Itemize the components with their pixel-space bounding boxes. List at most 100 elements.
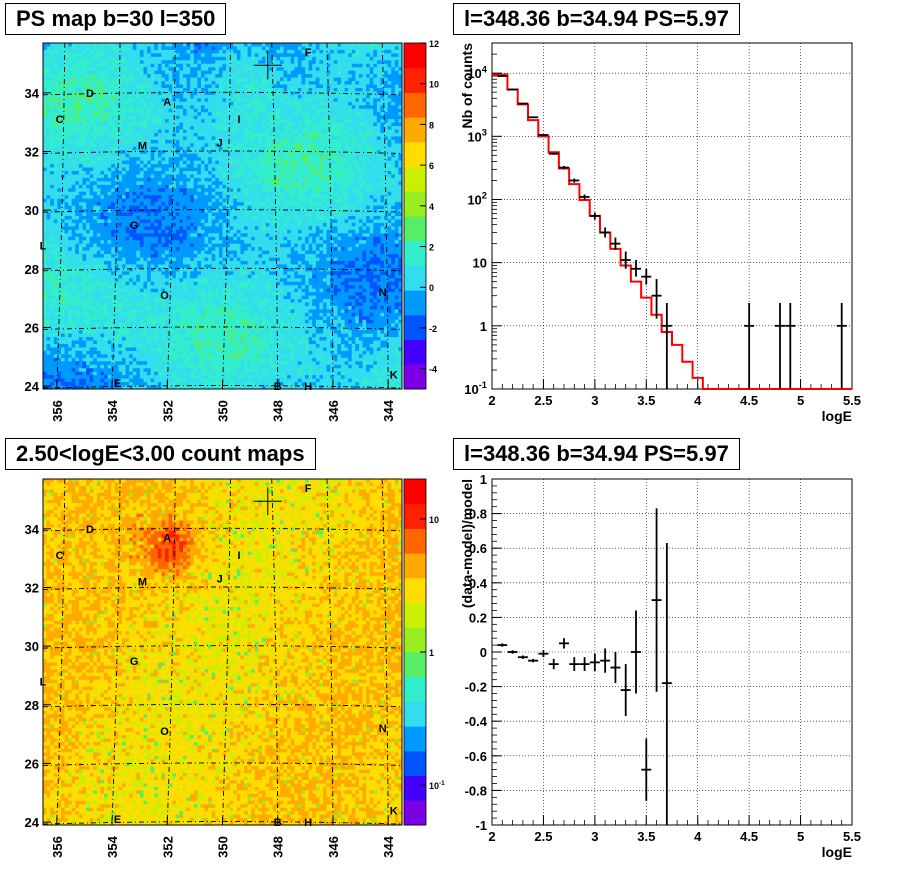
spectrum-data-point xyxy=(600,228,610,238)
ps-map-xtick-label: 344 xyxy=(381,399,396,421)
ps-colorbar-tick-label: 12 xyxy=(429,39,439,49)
residual-ytick-label: 0 xyxy=(480,645,487,660)
source-label-B: B xyxy=(274,381,282,393)
spectrum-data-point xyxy=(538,134,548,136)
source-label-F: F xyxy=(305,483,312,495)
residual-xlabel: logE xyxy=(822,844,852,860)
ps-colorbar-tick-label: 8 xyxy=(429,120,434,130)
count-colorbar-tick-label: 10-1 xyxy=(429,780,445,791)
spectrum-data-point xyxy=(569,178,579,182)
spectrum-data-point xyxy=(662,303,672,389)
source-label-M: M xyxy=(138,577,147,589)
ps-colorbar-band xyxy=(404,290,426,315)
source-label-L: L xyxy=(40,240,47,252)
residual-xtick-label: 4 xyxy=(694,829,702,844)
residual-data-point xyxy=(549,659,559,669)
ps-colorbar-tick-label: 0 xyxy=(429,283,434,293)
count-colorbar-band xyxy=(404,677,426,702)
source-label-H: H xyxy=(304,817,312,829)
source-label-K: K xyxy=(390,805,398,817)
count-colorbar-band xyxy=(404,776,426,801)
count-colorbar-band xyxy=(404,553,426,578)
source-label-H: H xyxy=(304,381,312,393)
count-map-xtick-label: 344 xyxy=(381,835,396,857)
spectrum-model-line xyxy=(492,75,852,389)
source-label-C: C xyxy=(56,114,64,126)
residual-data-point xyxy=(631,610,641,693)
residual-ytick-label: -1 xyxy=(475,818,487,833)
residual-data-point xyxy=(518,655,528,658)
ps-colorbar-band xyxy=(404,68,426,93)
count-map-ytick-label: 30 xyxy=(25,639,39,654)
count-map-xtick-label: 354 xyxy=(105,835,120,857)
ps-colorbar-band xyxy=(404,340,426,365)
count-colorbar-band xyxy=(404,652,426,677)
count-map-ytick-label: 26 xyxy=(25,756,39,771)
spectrum-xtick-label: 4.5 xyxy=(740,393,758,408)
spectrum-data-point xyxy=(497,76,507,77)
ps-map-ytick-label: 34 xyxy=(25,86,40,101)
ps-map-cells xyxy=(43,43,402,389)
source-label-N: N xyxy=(379,287,387,299)
spectrum-xtick-label: 5.5 xyxy=(843,393,861,408)
residual-xtick-label: 2.5 xyxy=(534,829,552,844)
count-map-xtick-label: 352 xyxy=(160,836,175,858)
ps-map-xtick-label: 348 xyxy=(271,400,286,422)
residual-data-point xyxy=(528,659,538,662)
source-label-O: O xyxy=(160,726,169,738)
spectrum-ytick-label: 10 xyxy=(473,256,487,271)
source-label-I: I xyxy=(238,114,241,126)
spectrum-ytick-label: 102 xyxy=(467,191,487,208)
spectrum-data-point xyxy=(549,153,559,155)
source-label-A: A xyxy=(163,97,171,109)
source-label-M: M xyxy=(138,141,147,153)
ps-map-ytick-label: 26 xyxy=(25,320,39,335)
residual-data-point xyxy=(508,650,518,653)
ps-map-xtick-label: 354 xyxy=(105,399,120,421)
source-label-D: D xyxy=(86,524,94,536)
source-label-C: C xyxy=(56,550,64,562)
residual-data-point xyxy=(559,638,569,648)
residual-ytick-label: 0.2 xyxy=(469,610,487,625)
residual-xtick-label: 4.5 xyxy=(740,829,758,844)
count-map-ytick-label: 24 xyxy=(25,815,40,830)
count-map-ytick-label: 34 xyxy=(25,522,40,537)
ps-map-xtick-label: 346 xyxy=(326,400,341,422)
count-colorbar-tick-label: 1 xyxy=(429,648,434,658)
ps-colorbar-band xyxy=(404,167,426,192)
count-colorbar-band xyxy=(404,578,426,603)
residual-xtick-label: 2 xyxy=(488,829,495,844)
source-label-D: D xyxy=(86,88,94,100)
ps-colorbar-tick-label: -2 xyxy=(429,324,437,334)
spectrum-data-point xyxy=(652,279,662,319)
count-colorbar-band xyxy=(404,751,426,776)
residual-data-point xyxy=(580,657,590,671)
residual-data-point xyxy=(641,739,651,801)
count-map-xtick-label: 356 xyxy=(50,836,65,858)
residual-data-point xyxy=(652,508,662,691)
count-map-ytick-label: 28 xyxy=(25,698,39,713)
ps-map-ytick-label: 30 xyxy=(25,203,39,218)
residual-ytick-label: -0.6 xyxy=(465,749,487,764)
spectrum-data-point xyxy=(590,213,600,220)
residual-data-point xyxy=(497,643,507,646)
source-label-F: F xyxy=(305,47,312,59)
count-colorbar-band xyxy=(404,479,426,504)
count-colorbar-band xyxy=(404,701,426,726)
ps-colorbar-tick-label: -4 xyxy=(429,365,437,375)
count-map-xtick-label: 346 xyxy=(326,836,341,858)
count-map-xtick-label: 348 xyxy=(271,836,286,858)
residual-xtick-label: 3 xyxy=(591,829,598,844)
residual-data-point xyxy=(600,649,610,673)
residual-data-point xyxy=(610,652,620,683)
residual-ylabel: (data-model)/model xyxy=(459,479,475,608)
ps-map-xtick-label: 352 xyxy=(160,400,175,422)
spectrum-data-point xyxy=(837,303,847,389)
source-label-I: I xyxy=(238,550,241,562)
count-colorbar-band xyxy=(404,504,426,529)
residual-data-point xyxy=(662,543,672,825)
ps-map-ytick-label: 28 xyxy=(25,262,39,277)
source-label-N: N xyxy=(379,723,387,735)
ps-map-xtick-label: 350 xyxy=(216,400,231,422)
count-colorbar-band xyxy=(404,603,426,628)
